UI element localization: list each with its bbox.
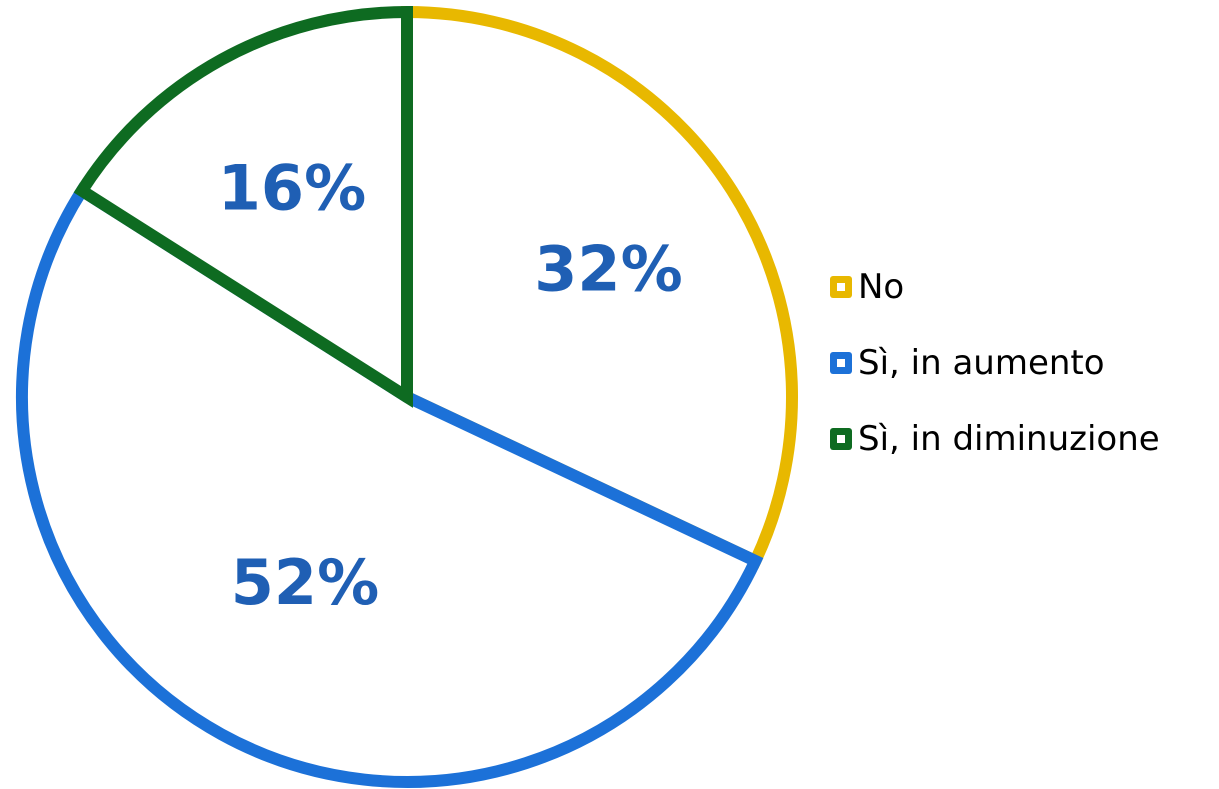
pie-slice-si-in-aumento [16,182,764,788]
legend-marker-center [837,359,845,367]
data-label-si-in-aumento: 52% [231,546,379,619]
pie-data-labels: 32% 52% 16% [218,151,683,619]
legend-marker-center [837,283,845,291]
data-label-si-in-diminuzione: 16% [218,151,366,224]
data-label-no: 32% [534,233,682,306]
pie-slice-si-in-diminuzione [73,5,413,408]
pie-slices [16,5,798,788]
legend-label-si-in-aumento: Sì, in aumento [858,343,1105,383]
pie-slice-no [401,5,798,569]
legend-marker-center [837,435,845,443]
legend-label-no: No [858,267,904,307]
legend-label-si-in-diminuzione: Sì, in diminuzione [858,419,1160,459]
legend: No Sì, in aumento Sì, in diminuzione [830,267,1160,459]
